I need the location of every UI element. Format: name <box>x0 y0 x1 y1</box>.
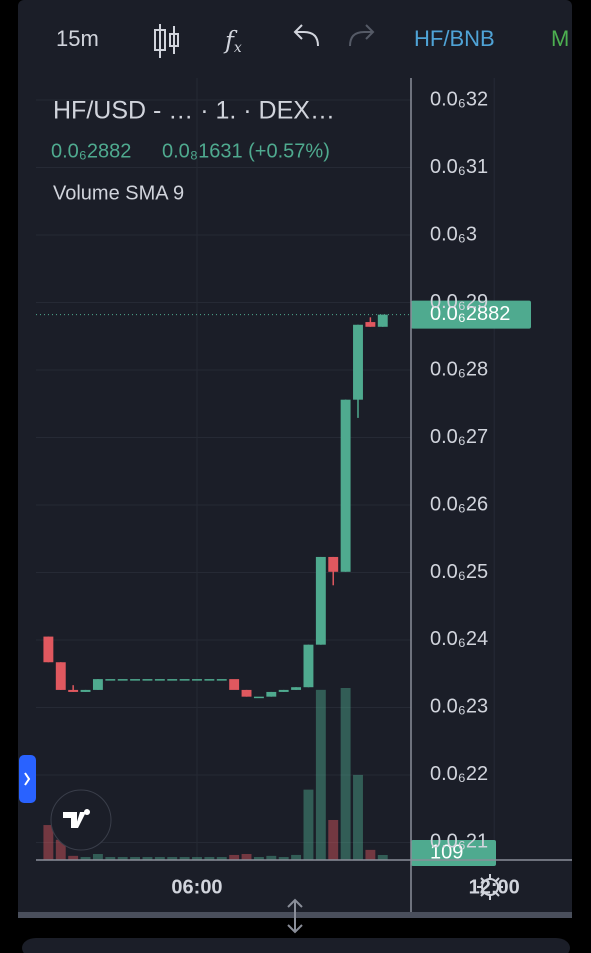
volume-bar <box>353 774 363 860</box>
settings-icon[interactable] <box>477 874 503 900</box>
y-tick-label: 0.0₆28 <box>430 358 488 380</box>
last-price-label: 0.0₆2882 <box>430 303 510 325</box>
symbol-tab[interactable]: HF/BNB <box>414 26 495 51</box>
candle-body <box>179 679 190 681</box>
volume-bar <box>154 857 165 860</box>
bottom-sheet <box>22 938 570 953</box>
candle-body <box>303 644 314 688</box>
volume-bar <box>80 857 91 860</box>
y-tick-label: 0.0₆26 <box>430 493 488 515</box>
candle-body <box>241 689 252 697</box>
symbol-title: HF/USD - … · 1. · DEX… <box>53 97 335 125</box>
y-tick-label: 0.0₆25 <box>430 561 488 583</box>
candle-body <box>167 679 178 681</box>
volume-bar <box>179 857 190 860</box>
tv-logo <box>63 809 90 828</box>
volume-bar <box>43 825 54 860</box>
volume-bar <box>315 689 326 860</box>
candle-body <box>253 696 264 699</box>
undo-icon[interactable] <box>293 24 319 47</box>
volume-bar <box>278 857 289 860</box>
volume-bar <box>68 855 79 860</box>
candle-body <box>328 556 339 572</box>
candle-body <box>117 679 128 681</box>
volume-bar <box>167 857 178 860</box>
candle-body <box>154 679 165 681</box>
volume-bar <box>142 857 153 860</box>
candle-body <box>353 324 363 400</box>
volume-bar <box>216 857 227 860</box>
grid <box>36 78 495 860</box>
candle-body <box>278 689 289 692</box>
y-tick-label: 0.0₆22 <box>430 763 488 785</box>
candle-body <box>43 636 54 663</box>
candle-icon[interactable] <box>154 24 179 58</box>
candle-body <box>204 679 215 681</box>
y-tick-label: 0.0₆32 <box>430 88 488 110</box>
candle-body <box>80 689 91 692</box>
candle-body <box>68 689 79 692</box>
volume-label: 109 <box>430 841 463 863</box>
change: 0.0₈1631 (+0.57%) <box>162 140 330 162</box>
candle-body <box>340 399 351 572</box>
volume-bar <box>253 857 264 860</box>
interval[interactable]: 15m <box>56 26 99 51</box>
y-tick-label: 0.0₆31 <box>430 156 488 178</box>
volume-bar <box>266 855 277 860</box>
candle-body <box>130 679 141 681</box>
candle-body <box>142 679 153 681</box>
candle-body <box>105 679 116 681</box>
volume-bar <box>291 854 302 860</box>
candle-body <box>266 691 277 697</box>
candle-body <box>291 687 302 690</box>
last-price-tag <box>411 300 531 329</box>
volume-bar <box>303 789 314 860</box>
volume-bar <box>204 857 215 860</box>
candle-body <box>229 679 240 690</box>
resize-handle[interactable] <box>287 898 303 934</box>
candle-body <box>192 679 202 681</box>
candle-body <box>55 662 66 690</box>
y-tick-label: 0.0₆23 <box>430 696 488 718</box>
volume-bar <box>328 819 339 860</box>
x-tick-label: 06:00 <box>171 876 222 898</box>
volume-bar <box>377 854 388 860</box>
volume-bar <box>241 854 252 860</box>
redo-icon <box>349 24 375 47</box>
volume-bar <box>192 857 202 860</box>
candle-body <box>216 679 227 681</box>
volume-bar <box>105 857 116 860</box>
candle-body <box>92 679 103 690</box>
volume-bar <box>117 857 128 860</box>
volume-bar <box>130 857 141 860</box>
indicator-name: Volume SMA 9 <box>53 182 184 204</box>
price: 0.0₆2882 <box>51 140 131 162</box>
panel <box>18 0 572 918</box>
volume-bar <box>340 688 351 860</box>
y-tick-label: 0.0₆24 <box>430 628 488 650</box>
y-tick-label: 0.0₆27 <box>430 426 488 448</box>
volume-bar <box>229 854 240 860</box>
candle-body <box>365 322 376 327</box>
sidebar-toggle[interactable] <box>19 755 36 803</box>
y-tick-label: 0.0₆3 <box>430 223 477 245</box>
volume-bar <box>55 839 66 860</box>
y-tick-label: 0.0₆21 <box>430 831 488 853</box>
x-tick-label: 12:00 <box>469 876 520 898</box>
volume-bar <box>365 849 376 860</box>
candle-body <box>377 314 388 327</box>
toggle-arrow <box>24 772 31 786</box>
more-tab[interactable]: M <box>551 26 569 51</box>
y-tick-label: 0.0₆29 <box>430 291 488 313</box>
volume-bar <box>92 854 103 860</box>
candle-body <box>315 556 326 645</box>
